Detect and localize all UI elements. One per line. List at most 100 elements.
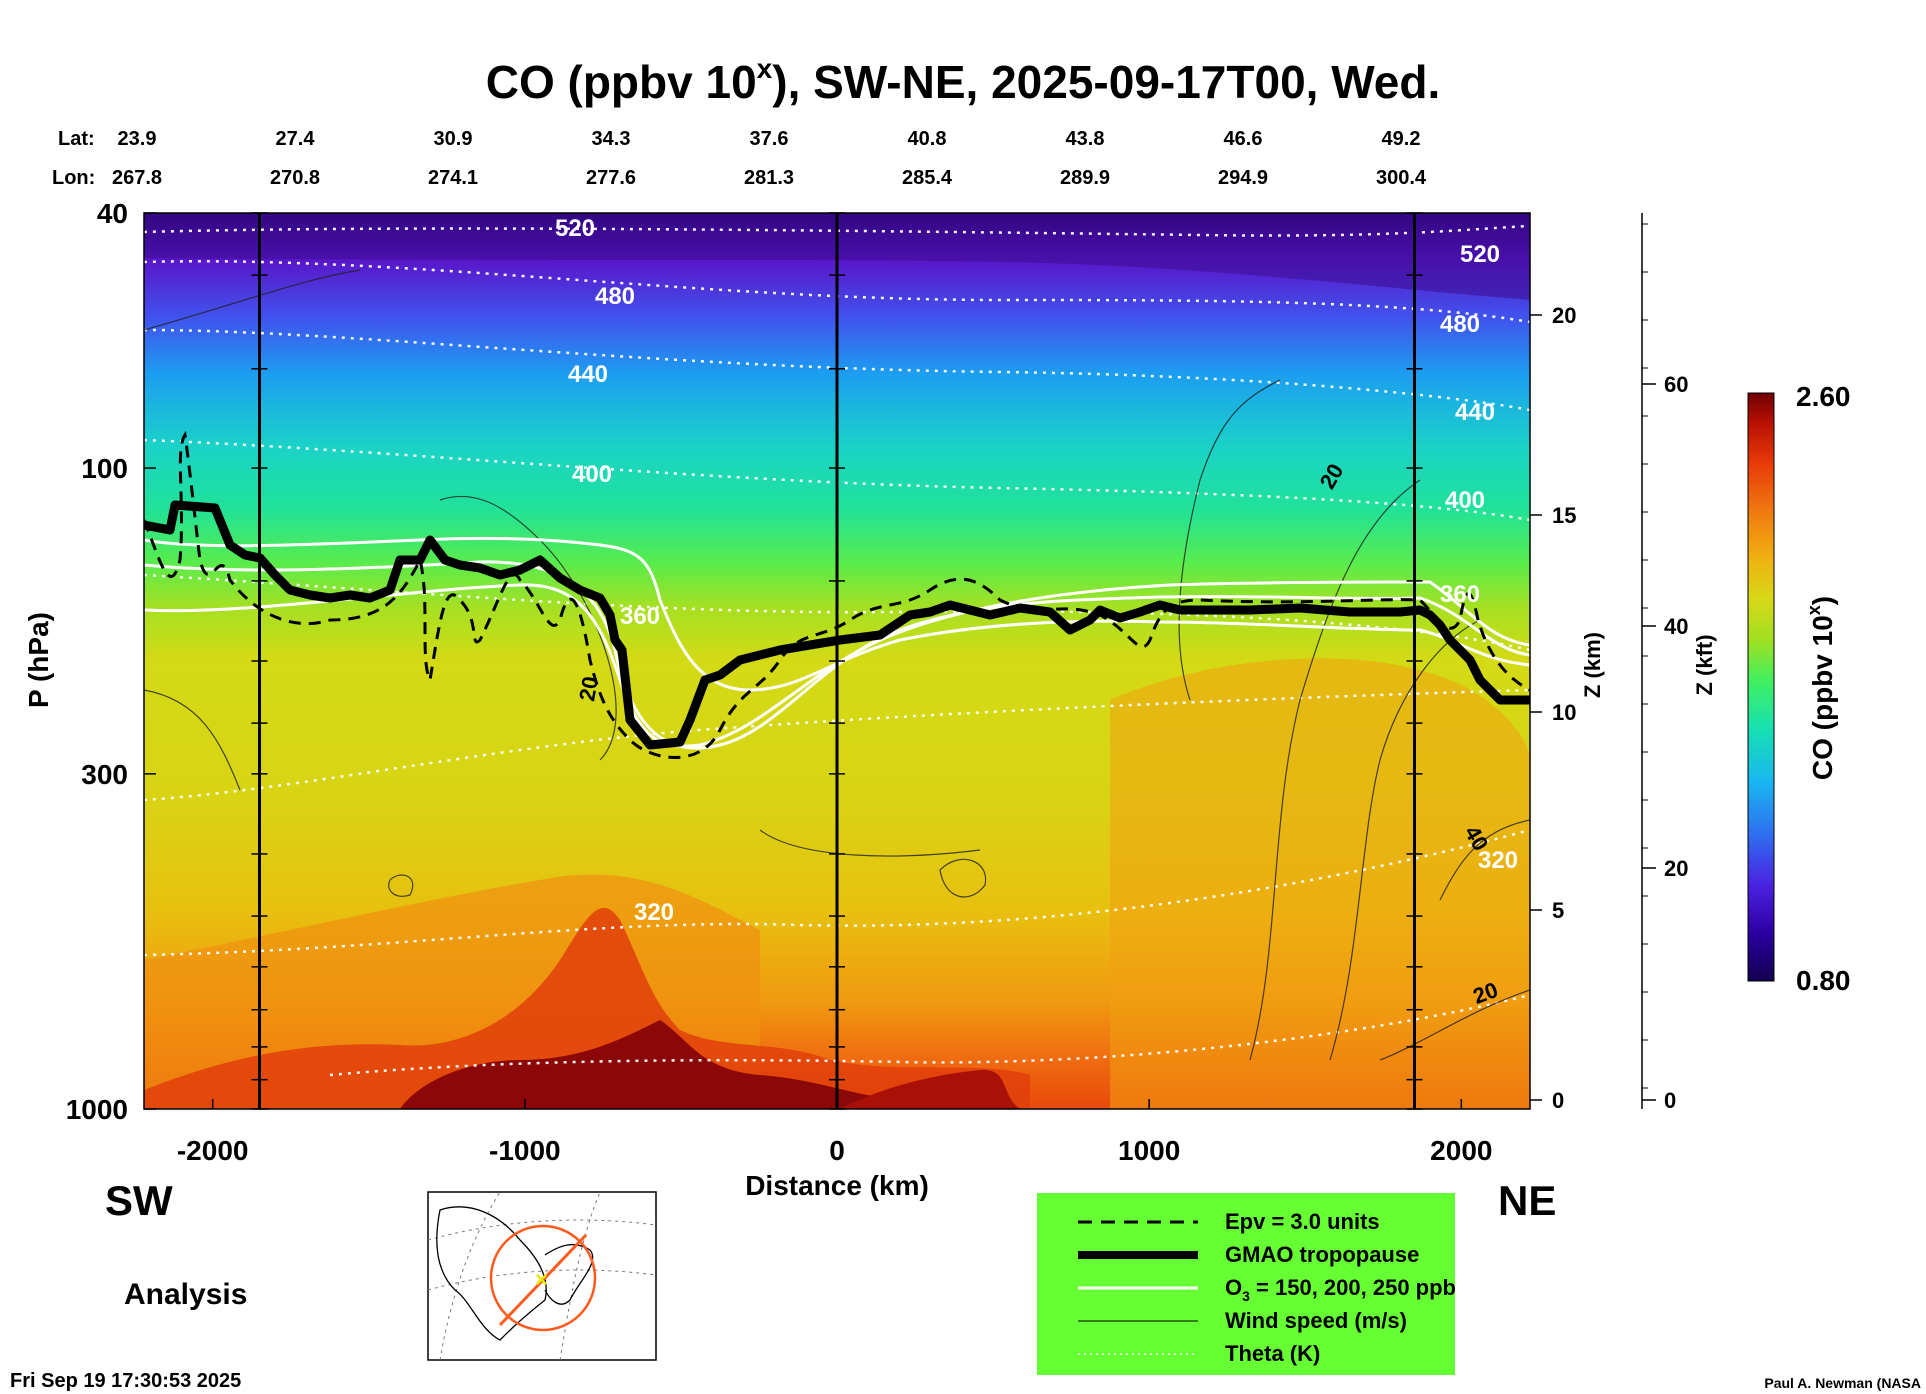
x-tick-label: 0 bbox=[829, 1135, 845, 1166]
y-tick-label: 300 bbox=[81, 759, 128, 790]
inset-map: × bbox=[427, 1191, 657, 1361]
lat-value: 43.8 bbox=[1066, 128, 1105, 150]
theta-label: 400 bbox=[1445, 487, 1485, 514]
z-km-axis: 0 5 10 15 20 bbox=[1530, 303, 1576, 1113]
ozone-150 bbox=[144, 536, 1530, 692]
credit: Paul A. Newman (NASA bbox=[1764, 1375, 1921, 1391]
wind-contour bbox=[1439, 819, 1530, 901]
lat-value: 37.6 bbox=[750, 128, 789, 150]
theta-320 bbox=[144, 828, 1530, 957]
svg-text:×: × bbox=[535, 1267, 548, 1292]
wind-contour bbox=[1329, 619, 1481, 1061]
wind-label: 20 bbox=[574, 674, 603, 702]
wind-contour bbox=[439, 495, 617, 761]
lat-value: 27.4 bbox=[276, 128, 316, 150]
x-axis-label: Distance (km) bbox=[745, 1170, 929, 1201]
legend-label-ozone: O3 = 150, 200, 250 ppb bbox=[1225, 1275, 1456, 1304]
z-kft-tick-label: 60 bbox=[1664, 372, 1688, 397]
theta-label: 320 bbox=[634, 899, 674, 926]
epv-contour bbox=[144, 430, 1530, 759]
timestamp: Fri Sep 19 17:30:53 2025 bbox=[10, 1370, 241, 1392]
chart-title: CO (ppbv 10x), SW-NE, 2025-09-17T00, Wed… bbox=[486, 53, 1441, 108]
theta-label: 520 bbox=[555, 215, 595, 242]
x-axis: -2000 -1000 0 1000 2000 bbox=[177, 1099, 1492, 1166]
y-axis: 1000 300 100 40 bbox=[66, 198, 156, 1125]
lon-value: 277.6 bbox=[586, 167, 636, 189]
co-max-plume bbox=[400, 1020, 900, 1109]
lon-value: 289.9 bbox=[1060, 167, 1110, 189]
theta-label: 480 bbox=[1440, 311, 1480, 338]
lat-value: 40.8 bbox=[908, 128, 947, 150]
direction-left: SW bbox=[105, 1177, 173, 1224]
vertical-reference-lines bbox=[251, 212, 1423, 1110]
legend-label-tropopause: GMAO tropopause bbox=[1225, 1242, 1419, 1267]
colorbar bbox=[1747, 392, 1775, 982]
lat-value: 46.6 bbox=[1224, 128, 1263, 150]
wind-contour bbox=[1249, 479, 1421, 1061]
lat-value: 30.9 bbox=[434, 128, 473, 150]
lat-value: 49.2 bbox=[1382, 128, 1421, 150]
co-high-plume bbox=[144, 907, 1030, 1109]
theta-340 bbox=[144, 688, 1530, 802]
lon-value: 270.8 bbox=[270, 167, 320, 189]
z-km-tick-label: 15 bbox=[1552, 503, 1576, 528]
theta-label: 320 bbox=[1478, 847, 1518, 874]
theta-label: 440 bbox=[568, 361, 608, 388]
colorbar-label: CO (ppbv 10x) bbox=[1804, 596, 1838, 780]
z-kft-tick-label: 40 bbox=[1664, 614, 1688, 639]
x-tick-label: -1000 bbox=[489, 1135, 561, 1166]
x-tick-label: 1000 bbox=[1118, 1135, 1180, 1166]
legend-label-wind: Wind speed (m/s) bbox=[1225, 1308, 1407, 1333]
wind-contours bbox=[144, 269, 1530, 1061]
analysis-label: Analysis bbox=[124, 1278, 247, 1311]
lat-value: 23.9 bbox=[118, 128, 157, 150]
theta-label: 360 bbox=[620, 603, 660, 630]
theta-520 bbox=[144, 224, 1530, 237]
gmao-tropopause bbox=[144, 500, 1530, 750]
ozone-200 bbox=[144, 560, 1530, 750]
z-kft-tick-label: 20 bbox=[1664, 856, 1688, 881]
wind-contour bbox=[144, 269, 361, 331]
epv-contours bbox=[144, 430, 1530, 759]
co-mid-high-region bbox=[1110, 658, 1530, 1109]
theta-label: 400 bbox=[572, 461, 612, 488]
z-km-axis-label: Z (km) bbox=[1580, 632, 1605, 698]
y-tick-label: 100 bbox=[81, 453, 128, 484]
wind-contour bbox=[144, 689, 241, 791]
legend: Epv = 3.0 units GMAO tropopause O3 = 150… bbox=[1037, 1193, 1456, 1375]
x-tick-label: -2000 bbox=[177, 1135, 249, 1166]
z-kft-axis: 0 20 40 60 bbox=[1641, 213, 1688, 1113]
lat-value: 34.3 bbox=[592, 128, 631, 150]
lat-axis-label: Lat: bbox=[58, 128, 95, 150]
lon-axis-label: Lon: bbox=[52, 167, 95, 189]
lon-value: 274.1 bbox=[428, 167, 478, 189]
theta-310 bbox=[329, 993, 1530, 1077]
z-kft-axis-label: Z (kft) bbox=[1692, 634, 1717, 695]
co-max-plume-right bbox=[840, 1069, 1020, 1109]
z-km-tick-label: 0 bbox=[1552, 1088, 1564, 1113]
z-kft-tick-label: 0 bbox=[1664, 1088, 1676, 1113]
lon-value: 294.9 bbox=[1218, 167, 1268, 189]
wind-contour bbox=[759, 829, 981, 857]
theta-contour-labels: 520 480 440 400 360 320 520 480 440 400 360 320 bbox=[555, 215, 1518, 926]
y-tick-label: 1000 bbox=[66, 1094, 128, 1125]
wind-contour bbox=[1379, 989, 1530, 1061]
z-km-tick-label: 5 bbox=[1552, 898, 1564, 923]
theta-label: 480 bbox=[595, 283, 635, 310]
theta-label: 440 bbox=[1455, 399, 1495, 426]
x-tick-label: 2000 bbox=[1430, 1135, 1492, 1166]
lon-value: 300.4 bbox=[1376, 167, 1427, 189]
y-tick-label: 40 bbox=[97, 198, 128, 229]
lon-value: 285.4 bbox=[902, 167, 953, 189]
z-km-tick-label: 20 bbox=[1552, 303, 1576, 328]
lon-value: 281.3 bbox=[744, 167, 794, 189]
wind-contour bbox=[939, 858, 987, 898]
wind-contour bbox=[388, 874, 414, 897]
legend-label-theta: Theta (K) bbox=[1225, 1341, 1320, 1366]
theta-label: 360 bbox=[1440, 581, 1480, 608]
direction-right: NE bbox=[1498, 1177, 1556, 1224]
lon-value: 267.8 bbox=[112, 167, 162, 189]
colorbar-max-label: 2.60 bbox=[1796, 381, 1851, 412]
colorbar-min-label: 0.80 bbox=[1796, 965, 1851, 996]
